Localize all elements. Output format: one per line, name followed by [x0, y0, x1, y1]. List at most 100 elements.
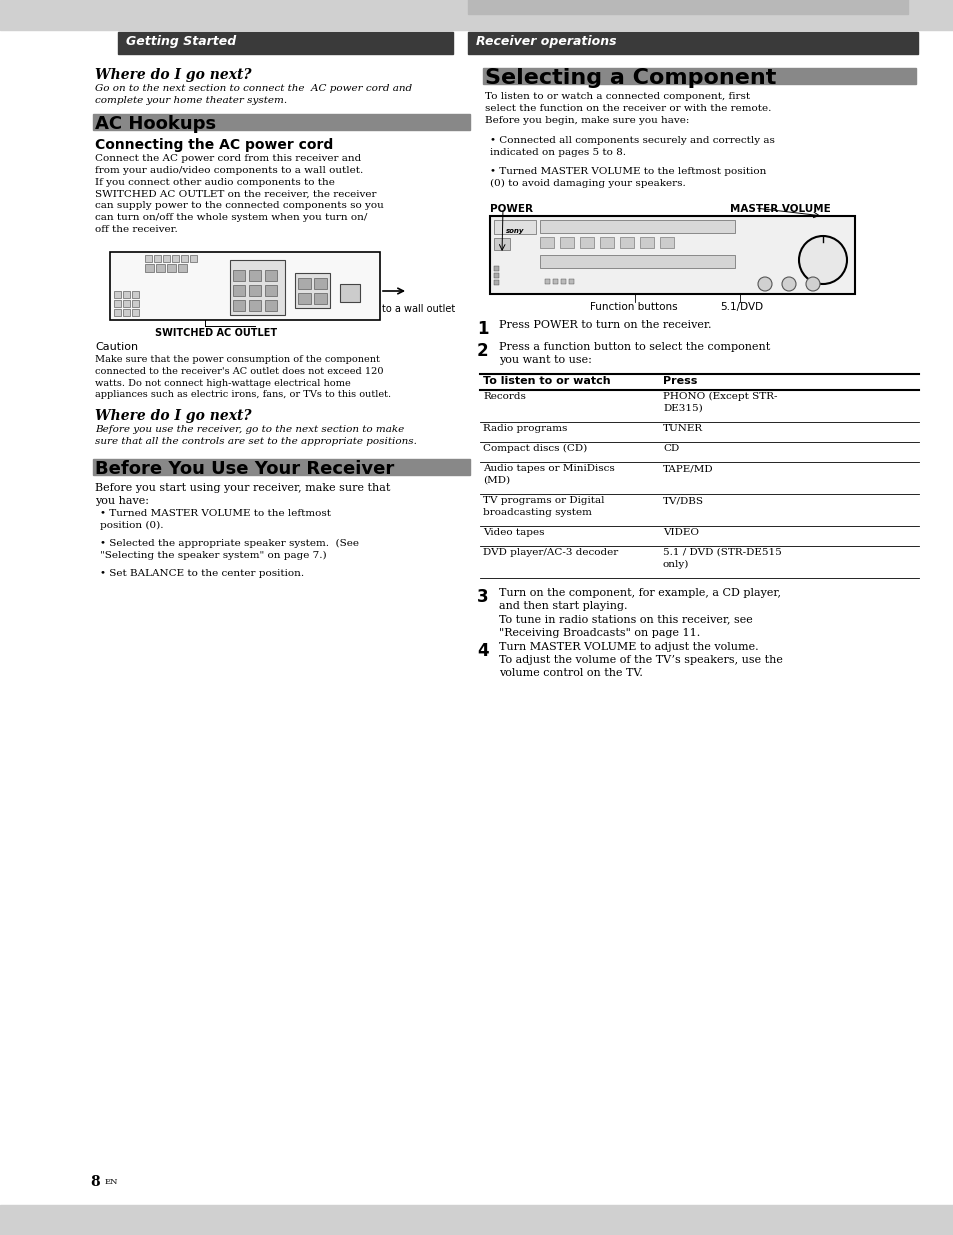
- Bar: [265, 285, 276, 296]
- Bar: [181, 254, 188, 262]
- Bar: [659, 237, 673, 248]
- Bar: [619, 237, 634, 248]
- Bar: [110, 252, 379, 320]
- Text: Before You Use Your Receiver: Before You Use Your Receiver: [95, 459, 394, 478]
- Bar: [249, 270, 261, 282]
- Text: TAPE/MD: TAPE/MD: [662, 464, 713, 473]
- Bar: [113, 300, 121, 308]
- Bar: [123, 309, 130, 316]
- Bar: [156, 264, 165, 272]
- Bar: [539, 220, 734, 233]
- Bar: [560, 279, 565, 284]
- Bar: [113, 291, 121, 298]
- Bar: [539, 237, 554, 248]
- Text: sony: sony: [505, 228, 524, 233]
- Text: Connect the AC power cord from this receiver and
from your audio/video component: Connect the AC power cord from this rece…: [95, 154, 383, 233]
- Bar: [544, 279, 550, 284]
- Text: Receiver operations: Receiver operations: [476, 35, 616, 48]
- Text: 4: 4: [476, 642, 488, 659]
- Circle shape: [799, 236, 846, 284]
- Text: AC Hookups: AC Hookups: [95, 115, 216, 133]
- Bar: [568, 279, 574, 284]
- Text: CD: CD: [662, 445, 679, 453]
- Bar: [178, 264, 187, 272]
- Bar: [132, 300, 139, 308]
- Text: Press: Press: [662, 375, 697, 387]
- Bar: [579, 237, 594, 248]
- Bar: [230, 261, 285, 315]
- Text: • Turned MASTER VOLUME to the leftmost position
(0) to avoid damaging your speak: • Turned MASTER VOLUME to the leftmost p…: [490, 167, 765, 188]
- Bar: [0, 0, 953, 30]
- Bar: [339, 284, 359, 303]
- Text: Where do I go next?: Where do I go next?: [95, 68, 252, 82]
- Bar: [297, 278, 311, 289]
- Bar: [163, 254, 170, 262]
- Circle shape: [758, 277, 771, 291]
- Text: 5.1 / DVD (STR-DE515
only): 5.1 / DVD (STR-DE515 only): [662, 548, 781, 569]
- Text: Where do I go next?: Where do I go next?: [95, 409, 252, 424]
- Circle shape: [781, 277, 795, 291]
- Bar: [113, 309, 121, 316]
- Text: Radio programs: Radio programs: [482, 424, 567, 433]
- Text: Make sure that the power consumption of the component
connected to the receiver': Make sure that the power consumption of …: [95, 354, 391, 399]
- Bar: [249, 285, 261, 296]
- Bar: [494, 280, 498, 285]
- Text: Getting Started: Getting Started: [126, 35, 236, 48]
- Text: Audio tapes or MiniDiscs
(MD): Audio tapes or MiniDiscs (MD): [482, 464, 614, 485]
- Bar: [494, 266, 498, 270]
- Bar: [145, 254, 152, 262]
- Text: 1: 1: [476, 320, 488, 338]
- Text: TUNER: TUNER: [662, 424, 702, 433]
- Bar: [490, 216, 854, 294]
- Text: 8: 8: [90, 1174, 99, 1189]
- Text: • Turned MASTER VOLUME to the leftmost
position (0).: • Turned MASTER VOLUME to the leftmost p…: [100, 509, 331, 530]
- Text: Press POWER to turn on the receiver.: Press POWER to turn on the receiver.: [498, 320, 711, 330]
- Bar: [132, 309, 139, 316]
- Text: Video tapes: Video tapes: [482, 529, 544, 537]
- Bar: [294, 273, 330, 308]
- Text: EN: EN: [105, 1178, 118, 1186]
- Text: Go on to the next section to connect the  AC power cord and
complete your home t: Go on to the next section to connect the…: [95, 84, 412, 105]
- Bar: [539, 254, 734, 268]
- Bar: [639, 237, 654, 248]
- Text: 2: 2: [476, 342, 488, 359]
- Text: Records: Records: [482, 391, 525, 401]
- Bar: [167, 264, 175, 272]
- Text: • Selected the appropriate speaker system.  (See
"Selecting the speaker system" : • Selected the appropriate speaker syste…: [100, 538, 358, 561]
- Text: To listen to or watch a connected component, first
select the function on the re: To listen to or watch a connected compon…: [484, 91, 771, 125]
- Text: PHONO (Except STR-
DE315): PHONO (Except STR- DE315): [662, 391, 777, 412]
- Bar: [468, 32, 917, 54]
- Bar: [494, 220, 536, 233]
- Text: Turn on the component, for example, a CD player,
and then start playing.
To tune: Turn on the component, for example, a CD…: [498, 588, 781, 637]
- Bar: [92, 114, 470, 130]
- Bar: [145, 264, 153, 272]
- Bar: [494, 273, 498, 278]
- Text: MASTER VOLUME: MASTER VOLUME: [729, 204, 830, 214]
- Bar: [118, 32, 453, 54]
- Bar: [314, 278, 327, 289]
- Text: 5.1/DVD: 5.1/DVD: [720, 303, 762, 312]
- Bar: [599, 237, 614, 248]
- Bar: [153, 254, 161, 262]
- Bar: [123, 291, 130, 298]
- Text: Connecting the AC power cord: Connecting the AC power cord: [95, 138, 333, 152]
- Text: • Connected all components securely and correctly as
indicated on pages 5 to 8.: • Connected all components securely and …: [490, 136, 774, 157]
- Bar: [553, 279, 558, 284]
- Bar: [123, 300, 130, 308]
- Bar: [0, 1205, 953, 1235]
- Bar: [249, 300, 261, 311]
- Bar: [559, 237, 574, 248]
- Text: Before you use the receiver, go to the next section to make
sure that all the co: Before you use the receiver, go to the n…: [95, 425, 416, 446]
- Text: Function buttons: Function buttons: [589, 303, 677, 312]
- Bar: [233, 285, 245, 296]
- Text: Press a function button to select the component
you want to use:: Press a function button to select the co…: [498, 342, 769, 366]
- Text: DVD player/AC-3 decoder: DVD player/AC-3 decoder: [482, 548, 618, 557]
- Text: SWITCHED AC OUTLET: SWITCHED AC OUTLET: [154, 329, 276, 338]
- Text: Selecting a Component: Selecting a Component: [484, 68, 776, 88]
- Text: • Set BALANCE to the center position.: • Set BALANCE to the center position.: [100, 569, 304, 578]
- Text: Turn MASTER VOLUME to adjust the volume.
To adjust the volume of the TV’s speake: Turn MASTER VOLUME to adjust the volume.…: [498, 642, 782, 678]
- Text: VIDEO: VIDEO: [662, 529, 699, 537]
- Bar: [190, 254, 196, 262]
- Text: TV programs or Digital
broadcasting system: TV programs or Digital broadcasting syst…: [482, 496, 604, 516]
- Text: POWER: POWER: [490, 204, 533, 214]
